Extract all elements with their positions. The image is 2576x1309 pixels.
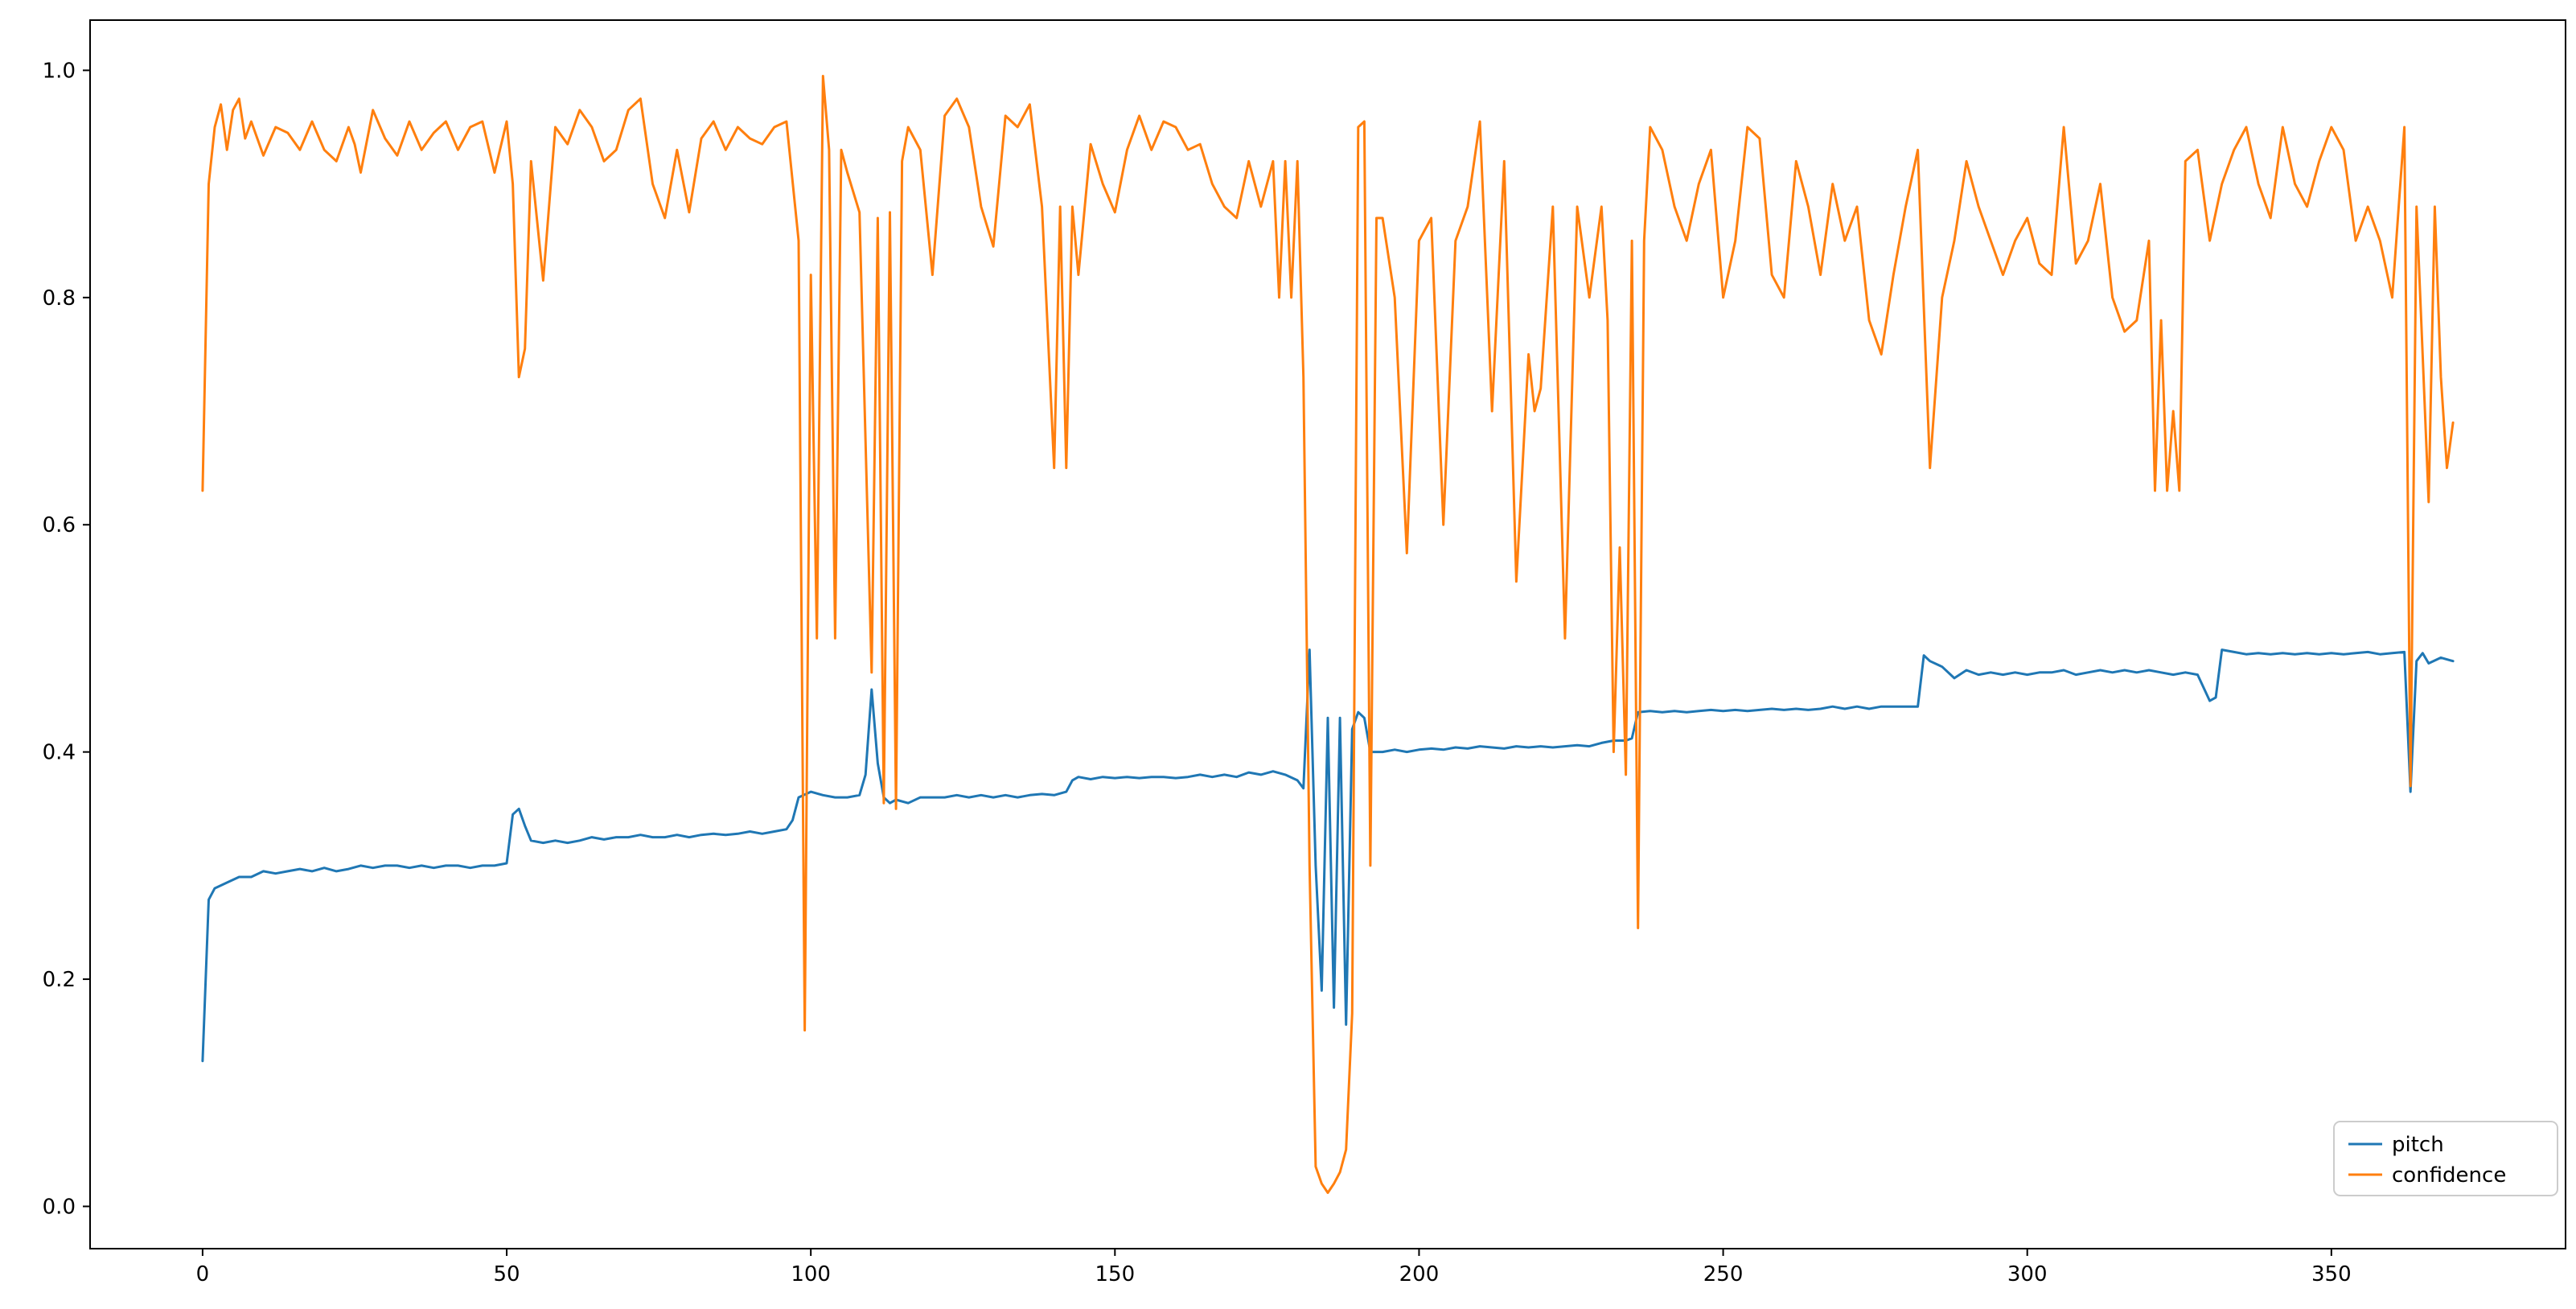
legend-box <box>2333 1121 2558 1196</box>
x-tick-label: 300 <box>2007 1262 2048 1286</box>
confidence-line <box>201 75 2455 1194</box>
x-tick-label: 150 <box>1095 1262 1135 1286</box>
y-tick-label: 1.0 <box>43 59 76 83</box>
y-tick-label: 0.6 <box>43 513 76 537</box>
x-tick-label: 350 <box>2311 1262 2352 1286</box>
x-tick-label: 250 <box>1703 1262 1744 1286</box>
x-tick-label: 200 <box>1399 1262 1440 1286</box>
y-tick-label: 0.2 <box>43 968 76 992</box>
y-tick-label: 0.4 <box>43 741 76 765</box>
legend-label-confidence: confidence <box>2392 1163 2506 1188</box>
y-tick-label: 0.8 <box>43 286 76 311</box>
y-tick-label: 0.0 <box>43 1195 76 1219</box>
x-tick-label: 0 <box>196 1262 210 1286</box>
x-tick-label: 100 <box>791 1262 831 1286</box>
pitch-line <box>201 648 2455 1063</box>
legend-label-pitch: pitch <box>2392 1133 2444 1157</box>
axes-spines <box>89 19 2566 1249</box>
x-tick-label: 50 <box>493 1262 520 1286</box>
